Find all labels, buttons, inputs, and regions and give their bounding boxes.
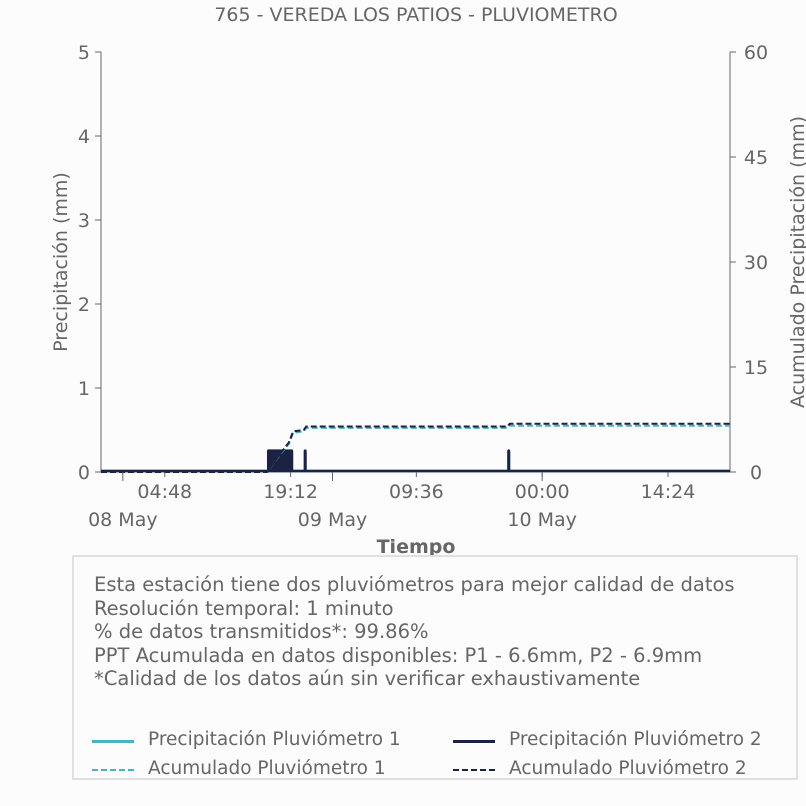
y2-tick-label: 30: [744, 252, 768, 274]
x-tick-label: 19:12: [263, 481, 318, 503]
info-line-stations: Esta estación tiene dos pluviómetros par…: [94, 573, 735, 596]
x-tick-label: 00:00: [515, 481, 570, 503]
x-tick-label: 14:24: [641, 481, 696, 503]
legend-label-p1: Precipitación Pluviómetro 1: [148, 729, 401, 750]
info-line-accumulated: PPT Acumulada en datos disponibles: P1 -…: [94, 643, 703, 667]
precip-bar-series-2: [266, 449, 294, 472]
x-tick-label: 09:36: [389, 481, 444, 503]
y2-axis-label: Acumulado Precipitación (mm): [787, 116, 806, 408]
legend-label-a1: Acumulado Pluviómetro 1: [148, 758, 386, 779]
y-tick-label: 5: [78, 42, 90, 64]
y-tick-label: 4: [78, 126, 90, 148]
y2-tick-label: 0: [750, 462, 762, 484]
x-date-label: 09 May: [298, 509, 368, 531]
info-line-transmitted: % de datos transmitidos*: 99.86%: [94, 620, 429, 643]
y-tick-label: 3: [78, 210, 90, 232]
info-line-resolution: Resolución temporal: 1 minuto: [94, 596, 394, 620]
axes: [100, 52, 731, 473]
legend-swatch-p2: [453, 740, 495, 743]
y-tick-label: 1: [78, 378, 90, 400]
accum-line-series-3: [101, 424, 730, 473]
bars-layer: [101, 449, 730, 473]
lines-layer: [101, 422, 730, 473]
chart-title: 765 - VEREDA LOS PATIOS - PLUVIOMETRO: [214, 4, 617, 26]
legend-swatch-a2: [453, 769, 495, 771]
y2-tick-label: 15: [744, 357, 768, 379]
y-tick-label: 2: [78, 294, 90, 316]
y2-tick-label: 60: [744, 42, 768, 64]
y-axis-label: Precipitación (mm): [50, 172, 72, 352]
info-line-quality: *Calidad de los datos aún sin verificar …: [94, 667, 641, 690]
precip-bar-series-2: [303, 449, 307, 472]
x-axis-label: Tiempo: [377, 536, 456, 558]
y-tick-label: 0: [78, 462, 90, 484]
legend-swatch-p1: [92, 740, 134, 743]
info-legend-box: Esta estación tiene dos pluviómetros par…: [72, 555, 798, 780]
info-text: Esta estación tiene dos pluviómetros par…: [94, 573, 735, 691]
legend-label-p2: Precipitación Pluviómetro 2: [509, 729, 762, 750]
legend-swatch-a1: [92, 769, 134, 771]
accum-line-series-4: [101, 422, 730, 473]
legend-label-a2: Acumulado Pluviómetro 2: [509, 758, 747, 779]
x-date-label: 08 May: [88, 509, 158, 531]
precip-bar-series-2: [507, 449, 511, 472]
x-tick-label: 04:48: [137, 481, 192, 503]
y2-tick-label: 45: [744, 147, 768, 169]
x-date-label: 10 May: [507, 509, 577, 531]
